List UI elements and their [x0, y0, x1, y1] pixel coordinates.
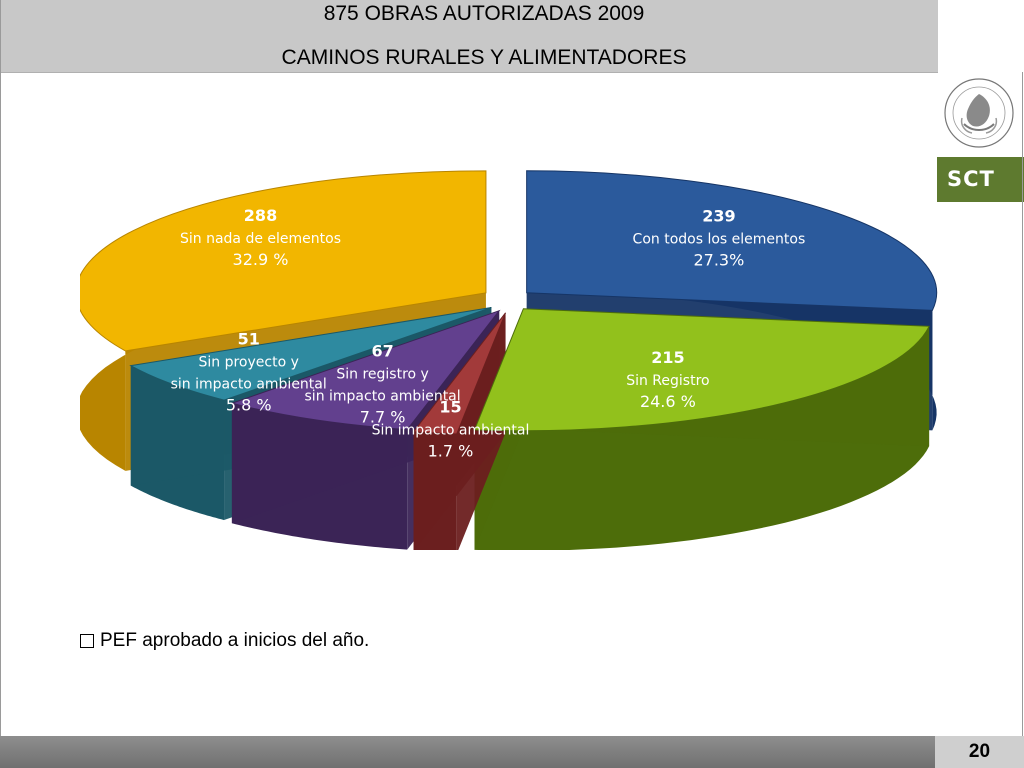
pie-tops — [80, 170, 938, 435]
footnote-text: PEF aprobado a inicios del año. — [100, 630, 370, 651]
pie-label-text: sin impacto ambiental — [305, 388, 461, 404]
pie-slice-edge-2-1 — [413, 312, 506, 550]
pie-label-text: Sin registro y — [336, 366, 428, 382]
pie-label-4: 51 Sin proyecto y sin impacto ambiental 5.8… — [171, 330, 327, 415]
pie-slice-side-1 — [474, 326, 930, 550]
pie-label-percent: 24.6 % — [640, 392, 696, 411]
header-right-area — [938, 0, 1024, 72]
pie-label-5: 288 Sin nada de elementos 32.9 % — [180, 206, 341, 269]
pie-label-value: 67 — [371, 341, 393, 360]
footer-bar — [0, 736, 935, 768]
pie-slice-1 — [473, 308, 930, 432]
pie-label-2: 15 Sin impacto ambiental 1.7 % — [372, 398, 530, 461]
pie-label-text: Con todos los elementos — [633, 231, 806, 247]
pie-slice-2 — [412, 312, 506, 435]
national-seal-icon — [944, 78, 1014, 148]
slide-title: 875 OBRAS AUTORIZADAS 2009 — [323, 2, 645, 25]
checkbox-bullet-icon — [80, 634, 94, 648]
pie-chart: 239 Con todos los elementos 27.3% 215 Sin Re… — [80, 170, 938, 550]
pie-label-percent: 5.8 % — [226, 396, 272, 415]
pie-label-text: Sin impacto ambiental — [372, 423, 530, 439]
pie-label-value: 15 — [439, 398, 461, 417]
frame-left-border — [0, 0, 1, 768]
pie-label-percent: 7.7 % — [360, 407, 406, 426]
slide-header — [0, 0, 938, 73]
pie-label-0: 239 Con todos los elementos 27.3% — [633, 206, 806, 269]
sct-logo: SCT — [937, 157, 1024, 202]
pie-label-3: 67 Sin registro y sin impacto ambiental 7.7… — [305, 341, 461, 426]
pie-label-value: 215 — [651, 348, 684, 367]
pie-label-text: Sin nada de elementos — [180, 231, 341, 247]
pie-label-percent: 1.7 % — [428, 442, 474, 461]
pie-label-value: 239 — [702, 206, 735, 225]
pie-label-text: sin impacto ambiental — [171, 377, 327, 393]
pie-label-1: 215 Sin Registro 24.6 % — [626, 348, 709, 411]
pie-label-value: 51 — [238, 330, 260, 349]
pie-label-percent: 32.9 % — [233, 250, 289, 269]
pie-slice-0 — [526, 170, 938, 311]
pie-slice-4 — [129, 307, 492, 401]
frame-right-border — [1022, 72, 1023, 736]
pie-label-text: Sin proyecto y — [199, 355, 299, 371]
pie-label-text: Sin Registro — [626, 373, 709, 389]
pie-slice-3 — [230, 309, 501, 431]
pie-label-percent: 27.3% — [693, 250, 744, 269]
pie-label-value: 288 — [244, 206, 277, 225]
page-number: 20 — [935, 736, 1024, 768]
slide-subtitle: CAMINOS RURALES Y ALIMENTADORES — [281, 46, 687, 69]
pie-slice-5 — [80, 170, 487, 352]
footnote: PEF aprobado a inicios del año. — [80, 630, 369, 652]
pie-labels: 239 Con todos los elementos 27.3% 215 Sin Re… — [171, 206, 806, 461]
